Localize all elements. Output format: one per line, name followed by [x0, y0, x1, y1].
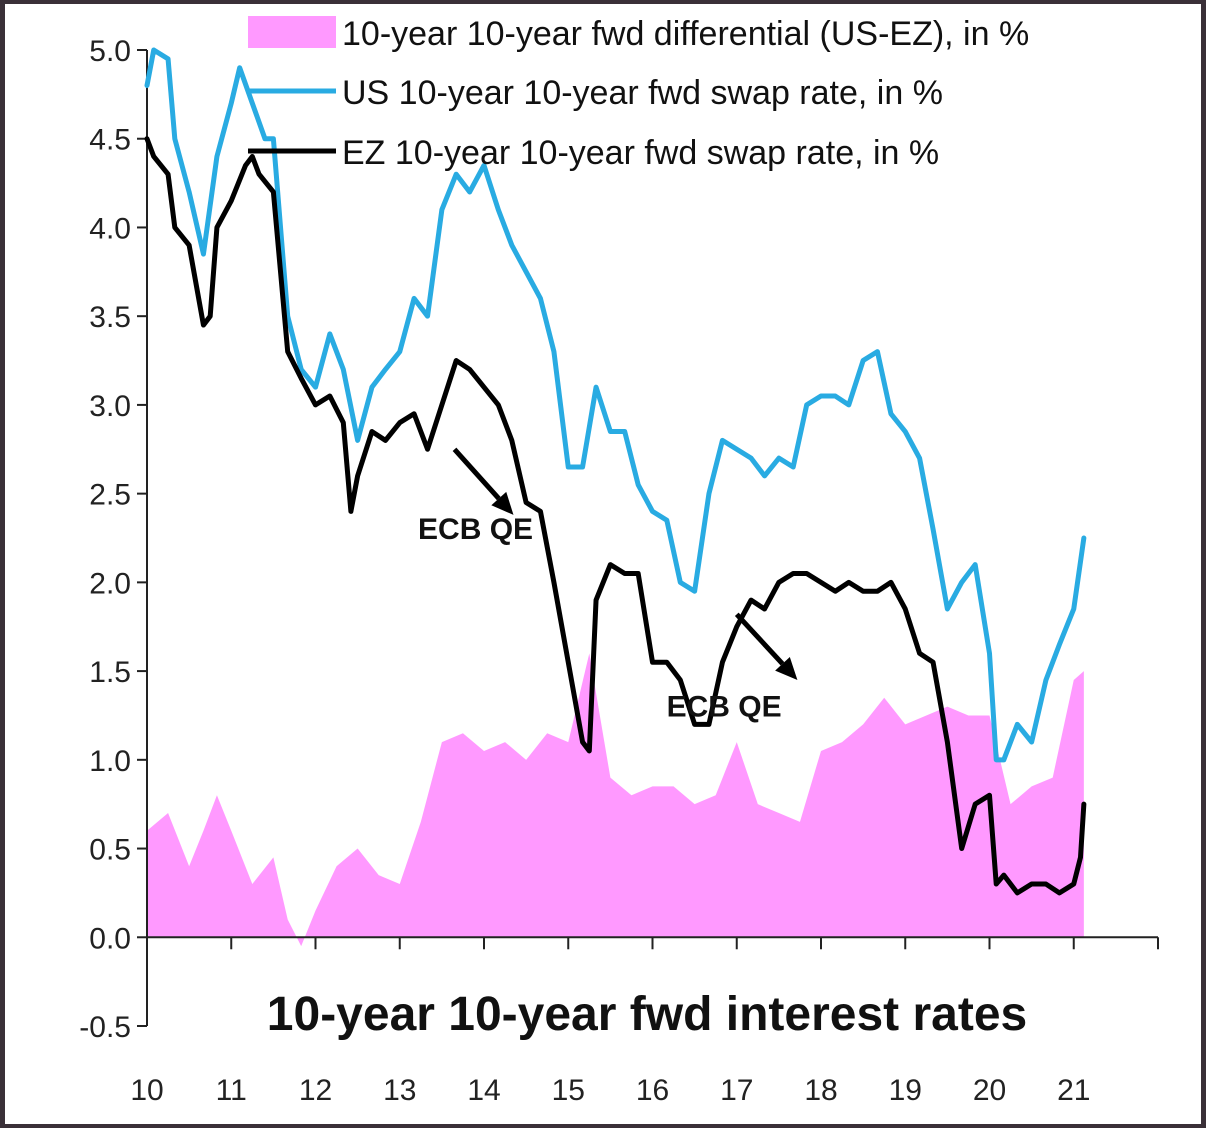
x-tick-label: 12 — [299, 1074, 332, 1107]
legend-label-differential: 10-year 10-year fwd differential (US-EZ)… — [342, 15, 1029, 53]
annotation-arrow-shaft — [734, 612, 785, 666]
y-tick-label: 0.5 — [89, 834, 131, 867]
y-tick-label: 1.0 — [89, 745, 131, 778]
x-tick-label: 21 — [1057, 1074, 1090, 1107]
area-layer — [147, 653, 1084, 947]
y-tick-label: 2.5 — [89, 479, 131, 512]
legend-swatch-differential — [248, 16, 336, 48]
y-tick-label: 2.0 — [89, 567, 131, 600]
y-tick-label: 5.0 — [89, 35, 131, 68]
y-tick-label: 4.0 — [89, 212, 131, 245]
y-tick-label: -0.5 — [79, 1011, 131, 1044]
x-tick-label: 11 — [216, 1074, 247, 1107]
x-tick-label: 14 — [467, 1074, 500, 1107]
line-layer — [144, 47, 1087, 896]
chart-title: 10-year 10-year fwd interest rates — [267, 988, 1027, 1041]
legend: 10-year 10-year fwd differential (US-EZ)… — [248, 15, 1029, 172]
annotation-label: ECB QE — [667, 691, 782, 724]
y-tick-label: 3.5 — [89, 301, 131, 334]
annotation-arrow-shaft — [452, 447, 501, 501]
series-line-ez — [144, 136, 1087, 896]
x-tick-label: 15 — [552, 1074, 585, 1107]
annotation-arrow-head — [491, 491, 514, 515]
annotation-arrow-head — [775, 657, 798, 680]
series-line-us — [144, 47, 1087, 763]
x-tick-label: 16 — [636, 1074, 669, 1107]
legend-label-ez: EZ 10-year 10-year fwd swap rate, in % — [342, 134, 939, 172]
x-tick-label: 18 — [804, 1074, 837, 1107]
y-tick-label: 3.0 — [89, 390, 131, 423]
chart-frame: -0.5 0.0 0.5 1.0 1.5 2.0 2.5 3.0 3.5 4.0 4.5 5.0 10 1… — [5, 4, 1201, 1124]
annotation-layer: ECB QE ECB QE — [418, 447, 798, 724]
x-tick-label: 20 — [973, 1074, 1006, 1107]
series-area-differential — [147, 653, 1084, 947]
x-tick-label: 17 — [720, 1074, 753, 1107]
y-tick-label: 1.5 — [89, 656, 131, 689]
legend-label-us: US 10-year 10-year fwd swap rate, in % — [342, 74, 943, 112]
y-tick-label: 0.0 — [89, 922, 131, 955]
y-tick-label: 4.5 — [89, 124, 131, 157]
chart: -0.5 0.0 0.5 1.0 1.5 2.0 2.5 3.0 3.5 4.0 4.5 5.0 10 1… — [79, 15, 1159, 1107]
annotation-label: ECB QE — [418, 513, 533, 546]
axes-layer: -0.5 0.0 0.5 1.0 1.5 2.0 2.5 3.0 3.5 4.0 4.5 5.0 10 1… — [79, 35, 1159, 1107]
x-tick-label: 19 — [889, 1074, 922, 1107]
x-tick-label: 13 — [383, 1074, 416, 1107]
x-tick-label: 10 — [130, 1074, 163, 1107]
